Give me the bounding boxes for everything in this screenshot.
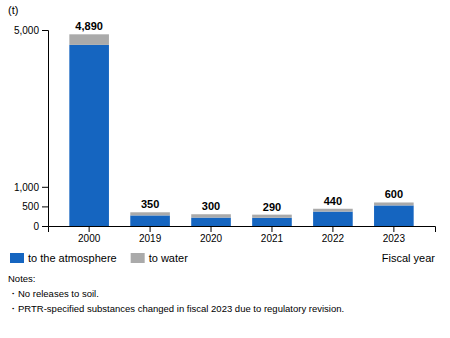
legend-item: to water (131, 252, 188, 264)
x-tick: 2000 (78, 226, 101, 244)
x-tick: 2022 (322, 226, 345, 244)
y-tick: 500 (22, 201, 48, 212)
x-tick-mark (332, 226, 333, 232)
y-axis-line (42, 31, 49, 227)
x-tick-mark (150, 226, 151, 232)
plot: 0 500 1,000 5,000 2000 2019 2020 2021 2022 2023 4,… (14, 20, 436, 244)
bar (374, 205, 414, 226)
note: ・PRTR-specified substances changed in fi… (8, 303, 344, 314)
x-tick-mark (211, 226, 212, 232)
total-label: 440 (324, 195, 342, 207)
x-axis-label: Fiscal year (382, 252, 436, 264)
x-tick-mark (89, 226, 90, 232)
legend-item: to the atmosphere (10, 252, 117, 264)
bar (252, 215, 292, 218)
y-tick-mark (42, 206, 48, 207)
bar (130, 212, 170, 215)
x-tick: 2021 (261, 226, 284, 244)
x-tick-label: 2019 (139, 233, 162, 244)
total-label: 600 (385, 188, 403, 200)
x-tick-label: 2000 (78, 233, 101, 244)
bar (374, 202, 414, 205)
y-axis-label: (t) (8, 4, 18, 16)
x-tick-label: 2020 (200, 233, 223, 244)
total-label: 300 (202, 200, 220, 212)
y-tick: 0 (33, 221, 48, 232)
x-tick-label: 2022 (322, 233, 345, 244)
bar (313, 212, 353, 226)
total-labels: 4,890 350 300 290 440 600 (75, 20, 403, 212)
y-tick-label: 500 (22, 201, 39, 212)
x-axis: 2000 2019 2020 2021 2022 2023 (49, 226, 436, 244)
legend: to the atmosphere to water (10, 252, 188, 264)
y-axis: 0 500 1,000 5,000 (14, 25, 49, 232)
x-tick-label: 2023 (383, 233, 406, 244)
bar-series (69, 45, 413, 226)
total-label: 350 (141, 198, 159, 210)
x-tick-mark (271, 226, 272, 232)
legend-label: to the atmosphere (28, 252, 117, 264)
x-tick: 2019 (139, 226, 162, 244)
y-tick-mark (42, 30, 48, 31)
bar (191, 218, 231, 226)
bar (191, 214, 231, 217)
y-tick-mark (42, 187, 48, 188)
x-tick: 2020 (200, 226, 223, 244)
x-tick-mark (393, 226, 394, 232)
legend-label: to water (149, 252, 188, 264)
bar (252, 218, 292, 226)
legend-swatch (131, 253, 145, 263)
bar (130, 215, 170, 226)
y-tick-label: 1,000 (14, 182, 39, 193)
bar (313, 209, 353, 212)
y-tick: 5,000 (14, 25, 48, 36)
note: Notes: (8, 273, 35, 284)
x-tick-label: 2021 (261, 233, 284, 244)
total-label: 4,890 (75, 20, 103, 32)
y-tick-mark (42, 226, 48, 227)
note: ・No releases to soil. (8, 288, 99, 299)
total-label: 290 (263, 201, 281, 213)
bar (69, 34, 109, 45)
x-axis-line (49, 227, 436, 233)
y-tick-label: 5,000 (14, 25, 39, 36)
y-tick: 1,000 (14, 182, 48, 193)
x-tick: 2023 (383, 226, 406, 244)
bars (69, 34, 413, 226)
notes: Notes: ・No releases to soil. ・PRTR-specifi… (8, 273, 344, 314)
legend-swatch (10, 253, 24, 263)
bar (69, 45, 109, 226)
bar-series (69, 34, 413, 217)
y-tick-label: 0 (33, 221, 39, 232)
chart: 0 500 1,000 5,000 2000 2019 2020 2021 2022 2023 4,… (0, 0, 450, 338)
